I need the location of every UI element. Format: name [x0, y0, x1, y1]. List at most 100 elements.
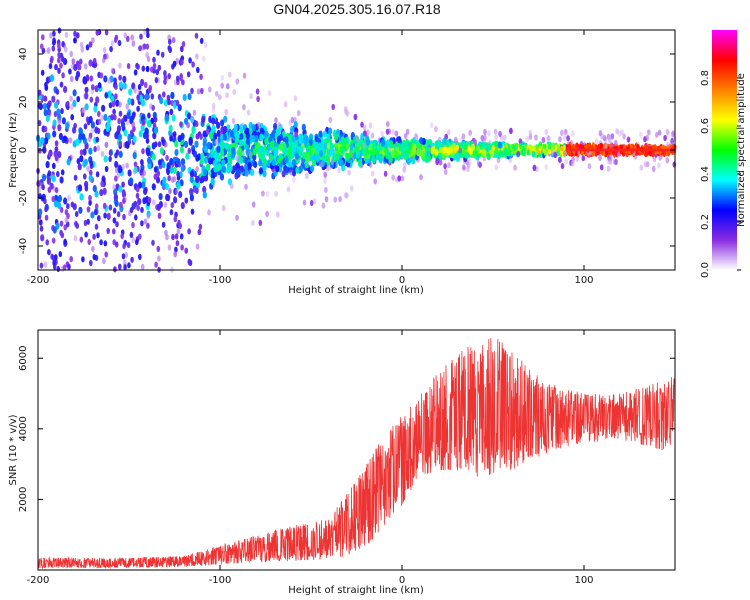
heatmap-cell	[118, 185, 123, 193]
heatmap-cell	[241, 150, 246, 157]
heatmap-cell	[79, 149, 84, 156]
heatmap-cell	[430, 146, 436, 155]
heatmap-cell	[246, 109, 251, 116]
heatmap-cell	[50, 74, 55, 82]
heatmap-cell	[94, 85, 99, 93]
heatmap-cell	[52, 162, 56, 169]
heatmap-cell	[309, 199, 314, 207]
heatmap-cell	[114, 83, 118, 90]
heatmap-cell	[40, 137, 45, 145]
heatmap-cell	[51, 237, 56, 244]
heatmap-cell	[526, 149, 530, 156]
heatmap-cell	[606, 165, 611, 172]
heatmap-cell	[100, 180, 104, 187]
heatmap-cell	[261, 190, 265, 197]
heatmap-cell	[353, 113, 358, 121]
heatmap-cell	[235, 78, 240, 85]
heatmap-cell	[220, 119, 225, 127]
spectrogram-frame	[37, 29, 676, 271]
heatmap-cell	[186, 122, 190, 129]
heatmap-cell	[104, 141, 109, 148]
heatmap-cell	[72, 203, 77, 211]
spectrogram-y-tick-label: 20	[18, 96, 29, 109]
heatmap-cell	[133, 69, 138, 76]
heatmap-cell	[141, 44, 145, 51]
heatmap-cell	[326, 158, 331, 166]
heatmap-cell	[123, 264, 127, 271]
heatmap-cell	[151, 153, 156, 161]
heatmap-cell	[251, 124, 256, 132]
heatmap-cell	[113, 77, 117, 84]
heatmap-cell	[165, 154, 169, 162]
heatmap-cell	[528, 144, 533, 151]
heatmap-cell	[616, 151, 621, 158]
heatmap-cell	[370, 132, 375, 139]
heatmap-cell	[408, 143, 413, 151]
heatmap-cell	[59, 81, 64, 88]
heatmap-cell	[42, 174, 47, 182]
heatmap-cell	[180, 165, 185, 173]
heatmap-cell	[71, 58, 76, 65]
heatmap-cell	[403, 133, 408, 140]
heatmap-cell	[112, 228, 116, 235]
heatmap-cell	[47, 186, 52, 193]
heatmap-cell	[114, 175, 118, 182]
heatmap-cell	[494, 134, 498, 141]
heatmap-cell	[259, 133, 264, 141]
heatmap-cell	[630, 144, 634, 150]
colorbar-tick-label: 0.0	[700, 262, 711, 278]
heatmap-cell	[253, 160, 258, 169]
heatmap-cell	[156, 49, 160, 56]
heatmap-cell	[636, 144, 640, 150]
heatmap-cell	[416, 142, 421, 150]
heatmap-cell	[103, 240, 108, 247]
snr-y-tick-label: 2000	[18, 487, 29, 512]
heatmap-cell	[158, 193, 163, 201]
heatmap-cell	[147, 162, 152, 170]
heatmap-cell	[110, 95, 115, 103]
heatmap-cell	[117, 39, 122, 47]
heatmap-cell	[199, 133, 203, 140]
heatmap-cell	[133, 161, 138, 168]
heatmap-cell	[362, 142, 367, 149]
heatmap-cell	[473, 138, 478, 146]
heatmap-cell	[176, 182, 181, 190]
heatmap-cell	[54, 101, 59, 109]
heatmap-cell	[372, 142, 377, 150]
heatmap-cell	[121, 189, 126, 196]
heatmap-cell	[40, 69, 45, 76]
heatmap-cell	[195, 175, 200, 184]
heatmap-cell	[541, 137, 546, 144]
heatmap-cell	[227, 156, 233, 164]
heatmap-cell	[231, 165, 237, 173]
heatmap-cell	[323, 177, 327, 184]
heatmap-cell	[151, 183, 156, 191]
heatmap-cell	[463, 142, 468, 151]
heatmap-cell	[493, 128, 498, 135]
heatmap-cell	[222, 133, 227, 141]
heatmap-cell	[538, 141, 543, 147]
heatmap-cell	[544, 163, 549, 171]
heatmap-cell	[558, 136, 562, 143]
heatmap-cell	[82, 148, 87, 156]
heatmap-cell	[326, 149, 331, 157]
heatmap-cell	[189, 175, 194, 184]
heatmap-cell	[63, 46, 68, 53]
heatmap-cell	[123, 32, 128, 39]
heatmap-cell	[345, 142, 350, 150]
heatmap-cell	[189, 170, 195, 178]
heatmap-cell	[255, 88, 260, 95]
heatmap-cell	[116, 211, 121, 218]
heatmap-cell	[39, 225, 44, 232]
heatmap-cell	[175, 57, 180, 65]
heatmap-cell	[91, 245, 95, 253]
heatmap-cell	[220, 149, 225, 157]
heatmap-cell	[66, 158, 71, 166]
heatmap-cell	[328, 116, 333, 124]
heatmap-cell	[124, 141, 129, 149]
heatmap-cell	[337, 166, 342, 174]
heatmap-cell	[314, 141, 319, 149]
heatmap-cell	[324, 186, 328, 194]
heatmap-cell	[398, 144, 404, 152]
heatmap-cell	[67, 194, 71, 201]
